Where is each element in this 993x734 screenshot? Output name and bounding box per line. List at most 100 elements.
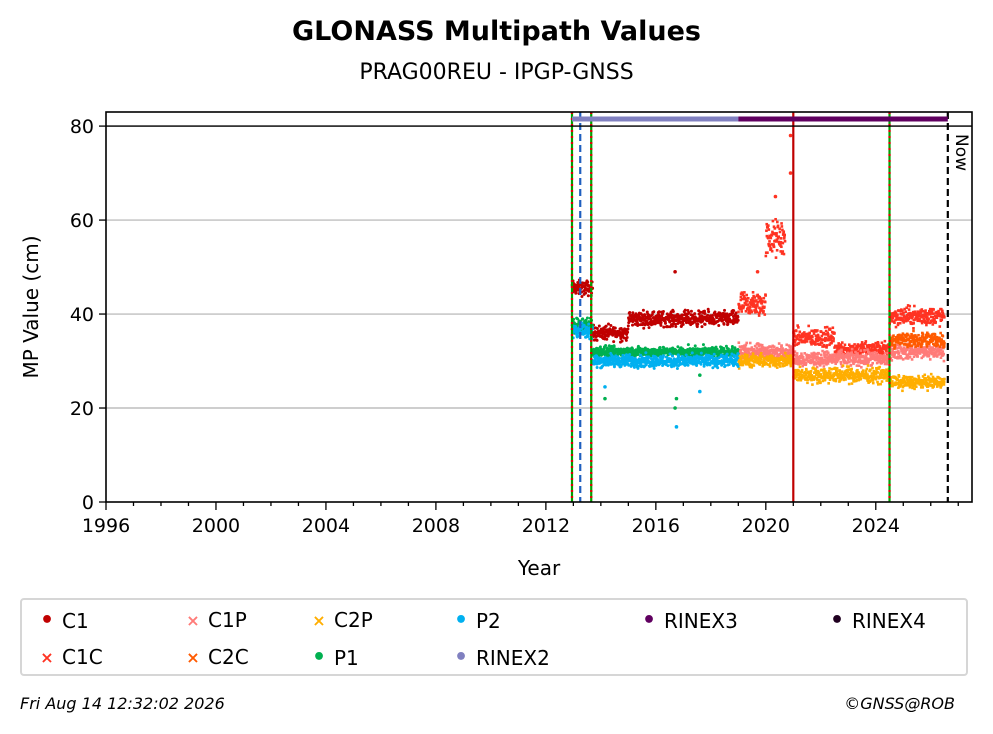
point-C1C xyxy=(824,329,828,333)
point-C1P xyxy=(752,348,755,351)
point-C2P xyxy=(843,376,847,380)
point-C1C xyxy=(852,347,855,351)
point-C2C xyxy=(936,339,940,343)
point-C1C xyxy=(903,307,906,311)
point-C2P xyxy=(867,379,870,383)
point-C2P xyxy=(846,370,850,373)
point-P2 xyxy=(628,353,632,357)
point-P2 xyxy=(639,353,643,357)
point-C2P xyxy=(855,370,859,374)
point-P1 xyxy=(630,347,634,351)
point-C1P xyxy=(853,358,857,362)
point-C1P xyxy=(883,351,887,355)
point-C1C xyxy=(928,307,932,311)
point-P1 xyxy=(676,345,680,349)
point-C2P xyxy=(854,372,858,376)
point-C1C xyxy=(925,323,928,327)
point-C2C xyxy=(893,345,897,349)
point-C2P xyxy=(939,386,943,389)
point-C1P xyxy=(820,356,824,360)
point-C1C xyxy=(762,296,766,300)
point-C1P xyxy=(925,346,929,350)
point-C2P xyxy=(830,367,833,371)
point-C2P xyxy=(828,378,832,382)
legend-label: C1P xyxy=(208,608,247,632)
point-C1C xyxy=(878,346,882,350)
point-C2P xyxy=(882,369,885,372)
point-C2P xyxy=(883,370,887,373)
legend-marker-p1: • xyxy=(312,645,327,670)
point-C1 xyxy=(647,326,651,330)
point-C1C xyxy=(875,344,879,347)
point-C1C xyxy=(870,345,874,348)
point-C1P xyxy=(745,341,749,345)
point-C2P xyxy=(913,383,917,387)
point-C1 xyxy=(680,313,684,317)
point-C2P xyxy=(845,372,848,375)
point-C1P xyxy=(839,360,843,364)
point-C1P xyxy=(825,353,829,356)
point-C1P xyxy=(798,354,802,358)
point-C1P xyxy=(920,356,924,360)
point-C1P xyxy=(858,359,862,362)
point-C1C xyxy=(930,310,934,314)
point-C2P xyxy=(870,374,873,378)
point-C1C xyxy=(890,317,893,321)
point-C2P xyxy=(745,360,748,364)
point-C1P xyxy=(856,353,859,357)
x-tick-label: 2000 xyxy=(192,515,240,537)
point-C2P xyxy=(827,376,831,380)
point-C2P xyxy=(869,368,872,372)
point-C1P xyxy=(863,355,866,359)
point-C1P xyxy=(916,355,919,358)
point-C2C xyxy=(938,336,941,340)
point-C1P xyxy=(848,357,852,360)
point-C1C xyxy=(767,224,770,227)
point-C1P xyxy=(927,354,931,358)
point-C2P xyxy=(844,378,847,381)
point-P1 xyxy=(576,317,580,321)
point-C1C xyxy=(740,291,744,294)
point-C1C xyxy=(864,340,868,343)
outlier-P1 xyxy=(603,396,607,401)
point-C1P xyxy=(846,358,850,362)
point-P1 xyxy=(604,344,608,348)
point-P2 xyxy=(725,352,729,356)
point-C1C xyxy=(899,316,902,320)
point-C1P xyxy=(849,363,853,367)
point-C1 xyxy=(683,308,687,312)
point-P2 xyxy=(617,356,621,360)
outlier-P1 xyxy=(673,406,677,410)
point-C2P xyxy=(750,366,754,369)
point-C1C xyxy=(796,335,799,339)
point-C1C xyxy=(879,352,883,355)
point-C1C xyxy=(918,319,922,323)
chart-title: GLONASS Multipath Values xyxy=(291,16,701,47)
point-C1C xyxy=(738,307,742,311)
point-C1C xyxy=(783,239,787,243)
point-C2P xyxy=(905,378,909,381)
point-C1P xyxy=(800,352,803,355)
point-C2P xyxy=(807,370,811,374)
point-C2P xyxy=(907,382,911,386)
point-P1 xyxy=(693,344,697,348)
point-C2P xyxy=(847,365,850,368)
point-C1 xyxy=(696,322,700,326)
point-C2C xyxy=(909,340,913,344)
point-C2P xyxy=(812,371,816,374)
legend-label: C2C xyxy=(208,645,249,669)
point-C2P xyxy=(819,373,823,376)
point-P1 xyxy=(636,352,640,356)
point-C1C xyxy=(928,309,931,313)
point-C1C xyxy=(797,341,801,345)
point-C1 xyxy=(713,310,717,314)
point-C1C xyxy=(801,335,804,339)
point-C2C xyxy=(916,344,920,348)
point-C1C xyxy=(740,307,743,311)
point-C1P xyxy=(783,350,786,353)
point-C2P xyxy=(881,376,884,379)
point-C2P xyxy=(851,375,855,379)
point-C2P xyxy=(823,378,827,381)
point-C1C xyxy=(781,250,785,253)
